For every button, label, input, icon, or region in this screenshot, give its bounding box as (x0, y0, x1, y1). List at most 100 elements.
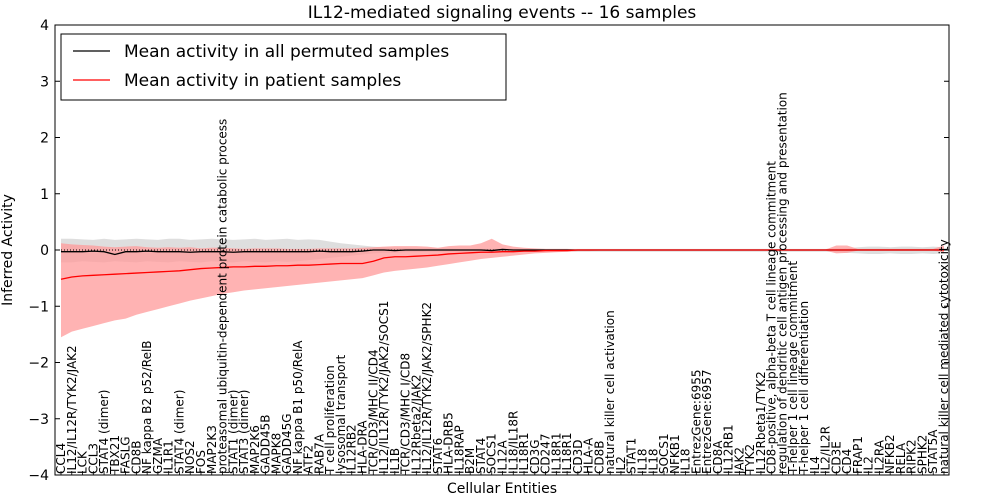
x-tick-label: STAT4 (474, 438, 488, 474)
y-tick-label: 0 (40, 243, 49, 259)
x-tick-label: LCK (76, 450, 90, 474)
x-tick-label: IL18/IL18R (506, 411, 520, 474)
line-layer (60, 248, 944, 280)
x-tick-label: NFKB2 (883, 434, 897, 474)
x-tick-label: MAPK8 (269, 433, 283, 474)
x-tick-label: IL18R1 (560, 433, 574, 474)
x-tick-label: HLA-DRB5 (442, 412, 456, 474)
x-tick-label: IL2/IL2R (819, 426, 833, 474)
x-tick-label: STAT4 (dimer) (97, 390, 111, 474)
x-tick-label: regulation of dendritic cell antigen pro… (775, 92, 789, 474)
x-tick-label: CD3G (528, 439, 542, 474)
x-tick-label: RIPK2 (905, 439, 919, 474)
x-tick-label: IL18RAP (452, 425, 466, 474)
x-tick-label: IL12Rbeta2/JAK2 (409, 374, 423, 474)
x-tick-label: NFKB1 (668, 434, 682, 474)
x-tick-label: STAT3 (dimer) (237, 390, 251, 474)
x-tick-label: IL12/IL12R/TYK2/JAK2/SPHK2 (420, 302, 434, 474)
x-tick-label: IL2 (614, 456, 628, 474)
x-tick-label: CD3E (829, 441, 843, 474)
x-tick-label: STAT4 (dimer) (172, 390, 186, 474)
x-tick-label: IL18 (679, 449, 693, 475)
y-axis-ticks: −4 −3 −2 −1 0 1 2 3 4 (28, 18, 949, 484)
chart-title: IL12-mediated signaling events -- 16 sam… (308, 3, 697, 23)
x-tick-label: IL18R1 (549, 433, 563, 474)
x-tick-label: B2M (463, 448, 477, 474)
x-tick-label: IL2RA (872, 439, 886, 474)
x-tick-label: STAT1 (dimer) (226, 390, 240, 474)
x-tick-label: IL1R1 (162, 440, 176, 474)
x-tick-label: IL12/IL12R/TYK2/JAK2 (65, 345, 79, 474)
legend-label-patient: Mean activity in patient samples (124, 71, 401, 91)
x-tick-label: TCR/CD3/MHC I/CD8 (399, 353, 413, 475)
legend: Mean activity in all permuted samples Me… (60, 33, 507, 101)
x-tick-label: SOCS1 (485, 433, 499, 474)
y-tick-label: 2 (40, 131, 49, 147)
x-tick-label: IL18 (646, 449, 660, 475)
x-tick-label: RAB7A (312, 433, 326, 474)
x-tick-label: STAT6 (431, 438, 445, 474)
x-tick-label: IL12Rbeta1/TYK2 (754, 371, 768, 474)
y-tick-label: 3 (40, 74, 49, 90)
x-tick-label: IL18 (635, 449, 649, 475)
x-tick-label: TCR/CD3/MHC II/CD4 (366, 349, 380, 475)
y-tick-label: −1 (28, 299, 49, 315)
x-tick-label: JAK2 (732, 447, 746, 475)
x-tick-label: CD8B (592, 441, 606, 475)
x-tick-label: CD8A (711, 440, 725, 474)
x-tick-label: FOS (194, 450, 208, 474)
x-tick-label: GZMA (151, 437, 165, 474)
x-axis-label: Cellular Entities (447, 481, 557, 497)
x-tick-label: NOS2 (183, 440, 197, 474)
x-tick-label: CCL3 (86, 443, 100, 474)
y-axis-label: Inferred Activity (0, 194, 16, 306)
x-tick-label: IL12RB2 (345, 424, 359, 474)
x-tick-label: IL1B (388, 448, 402, 474)
x-tick-label: EntrezGene:6955 (689, 370, 703, 475)
patient-band (61, 238, 944, 338)
x-tick-label: ATF2 (302, 445, 316, 474)
series-line-patient (60, 249, 944, 280)
x-tick-label: STAT1 (625, 438, 639, 474)
x-tick-label: NF kappa B2 p52/RelB (140, 340, 154, 474)
x-tick-label: FRAP1 (851, 436, 865, 474)
x-tick-label: SPHK2 (915, 435, 929, 474)
x-tick-label: T-helper 1 cell differentiation (797, 301, 811, 475)
x-tick-label: EntrezGene:6957 (700, 370, 714, 475)
x-tick-label: RELA (894, 442, 908, 474)
x-tick-label: CD247 (539, 433, 553, 474)
x-tick-label: IL12/IL12R/TYK2/JAK2/SOCS1 (377, 301, 391, 474)
y-tick-label: 4 (40, 18, 49, 34)
x-tick-label: HLA-DRA (356, 420, 370, 474)
x-tick-label: MAP2K3 (205, 425, 219, 474)
x-tick-label: GADD45B (259, 415, 273, 475)
x-tick-label: STAT5A (926, 429, 940, 474)
x-tick-label: IL12RB1 (722, 424, 736, 474)
x-tick-label: natural killer cell activation (603, 310, 617, 474)
x-tick-label: IL4 (808, 456, 822, 474)
y-tick-label: 1 (40, 187, 49, 203)
x-tick-label: CD8B (129, 441, 143, 475)
x-tick-label: T cell proliferation (323, 365, 337, 475)
x-tick-label: IL18R1 (517, 433, 531, 474)
x-tick-label: GADD45G (280, 413, 294, 474)
x-tick-label: SOCS1 (657, 433, 671, 474)
x-tick-label: CD4 (840, 449, 854, 474)
x-tick-label: NF kappa B1 p50/RelA (291, 340, 305, 474)
x-tick-label: MAP2K6 (248, 425, 262, 474)
x-tick-label: T-helper 1 cell lineage commitment (786, 261, 800, 475)
y-tick-label: −3 (28, 412, 49, 428)
y-tick-label: −2 (28, 356, 49, 372)
x-tick-label: FASLG (119, 436, 133, 474)
x-tick-label: natural killer cell mediated cytotoxicit… (937, 239, 951, 474)
legend-label-permuted: Mean activity in all permuted samples (124, 42, 449, 62)
x-tick-label: CD3D (571, 440, 585, 475)
x-tick-label: TYK2 (743, 444, 757, 475)
y-tick-label: −4 (28, 468, 49, 484)
x-tick-label: IL2 (862, 456, 876, 474)
x-tick-label: CCL4 (54, 443, 68, 474)
x-tick-label: proteasomal ubiquitin-dependent protein … (216, 119, 230, 474)
legend-box (60, 33, 507, 101)
x-tick-label: lysosomal transport (334, 354, 348, 474)
